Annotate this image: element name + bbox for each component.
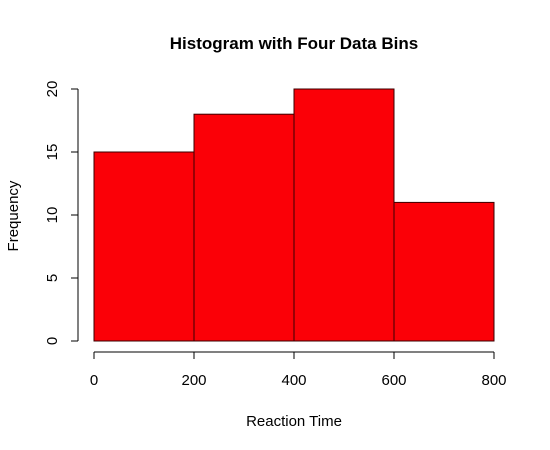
histogram-bar-2 bbox=[193, 113, 295, 342]
x-tick-label: 400 bbox=[281, 372, 306, 389]
x-tick-label: 600 bbox=[381, 372, 406, 389]
x-tick-label: 0 bbox=[90, 372, 98, 389]
chart-title: Histogram with Four Data Bins bbox=[170, 34, 418, 53]
x-tick-label: 800 bbox=[481, 372, 506, 389]
y-tick-label: 0 bbox=[44, 337, 61, 345]
x-axis-label: Reaction Time bbox=[246, 413, 342, 430]
x-tick-label: 200 bbox=[181, 372, 206, 389]
x-axis: 0 200 400 600 800 bbox=[90, 351, 507, 389]
histogram-bar-3 bbox=[293, 88, 395, 342]
y-axis: 0 5 10 15 20 bbox=[44, 81, 79, 345]
histogram-bar-4 bbox=[393, 201, 495, 342]
y-tick-label: 10 bbox=[44, 207, 61, 224]
y-axis-label: Frequency bbox=[5, 180, 22, 251]
y-tick-label: 5 bbox=[44, 274, 61, 282]
y-tick-label: 20 bbox=[44, 81, 61, 98]
histogram-bar-1 bbox=[93, 151, 195, 342]
y-tick-label: 15 bbox=[44, 144, 61, 161]
histogram-bars bbox=[93, 88, 495, 342]
